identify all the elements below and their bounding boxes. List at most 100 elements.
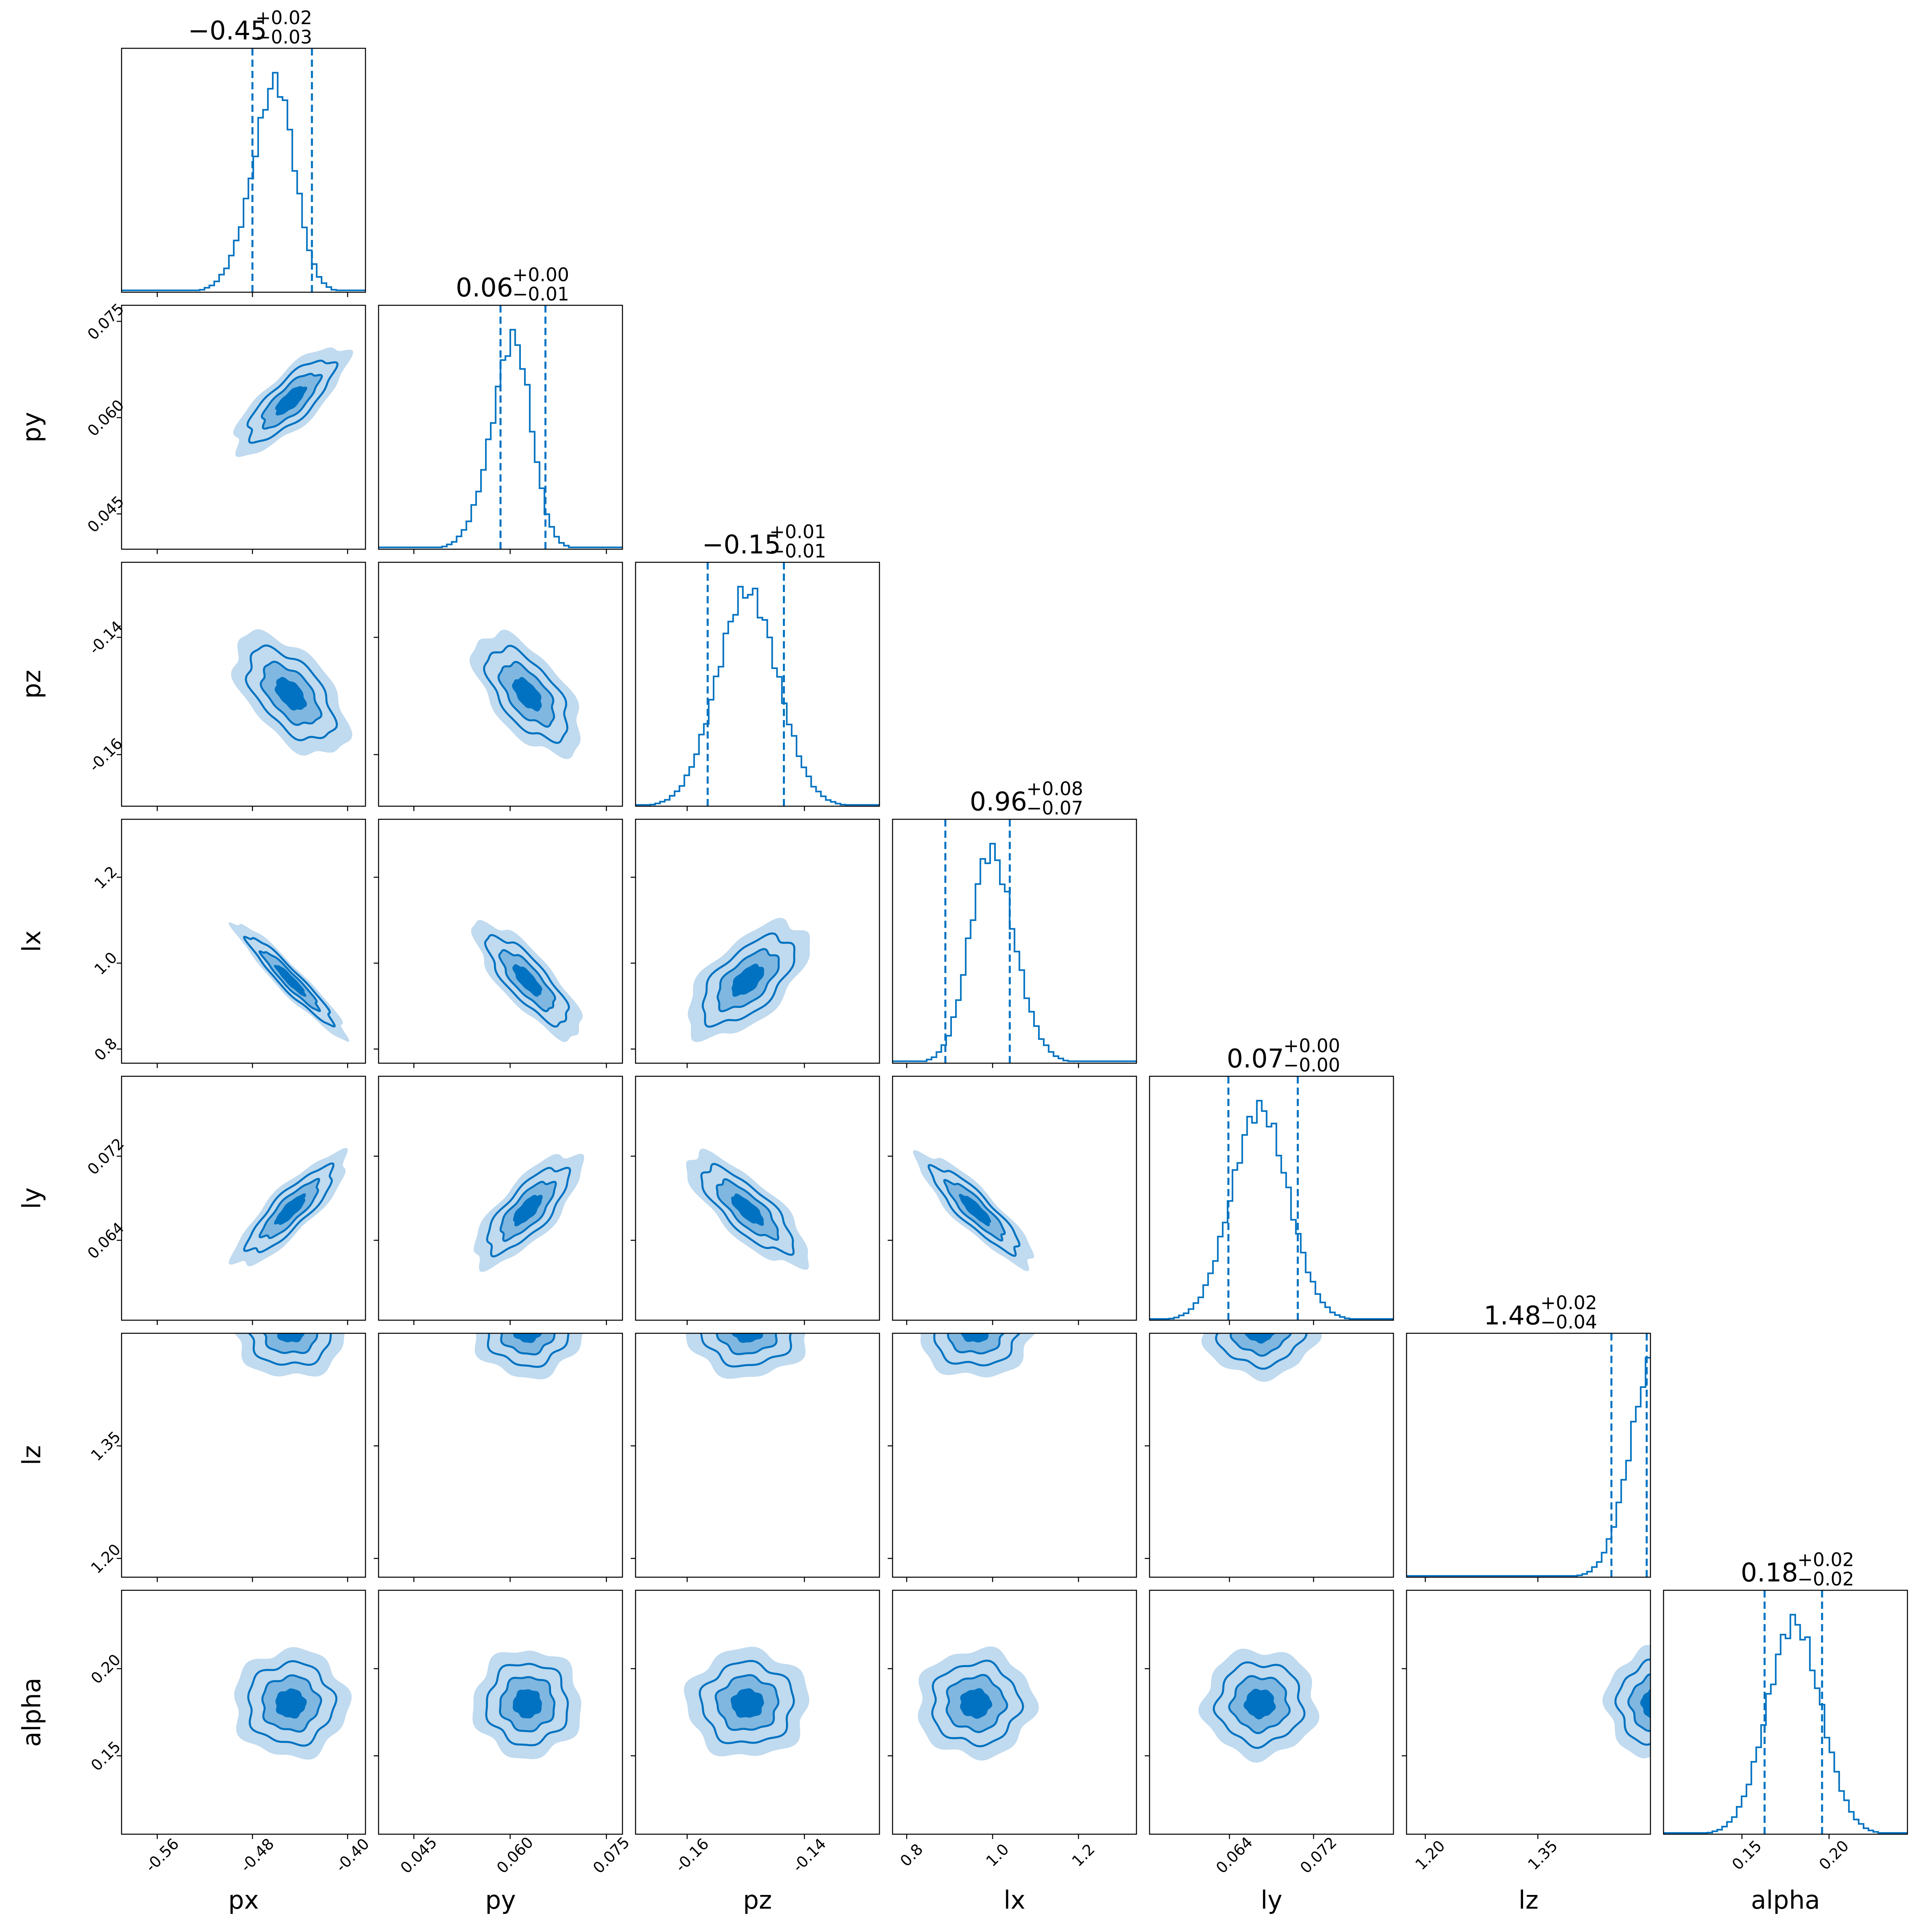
contour-py-pz-3 — [512, 677, 542, 712]
axes-frame — [1406, 1589, 1651, 1835]
histogram-pz — [636, 586, 879, 806]
title-plus-py: +0.00 — [512, 264, 569, 286]
x-tick-label-lx: 0.8 — [897, 1840, 927, 1870]
title-pz: −0.15 — [702, 530, 781, 560]
contour-lx-lz-1 — [933, 1333, 1021, 1366]
x-axis-label-py: py — [485, 1885, 516, 1915]
y-tick-label-lx: 0.8 — [91, 1034, 121, 1064]
panel-px-pz — [231, 629, 353, 756]
panel-alpha-alpha — [1664, 1590, 1907, 1834]
contour-ly-lz-2 — [1230, 1333, 1292, 1357]
contour-pz-lz-3 — [731, 1333, 763, 1343]
axes-frame — [121, 305, 366, 550]
contour-ly-alpha-3 — [1243, 1688, 1276, 1719]
contour-py-lz-3 — [513, 1333, 542, 1343]
y-axis-label-lz: lz — [17, 1445, 46, 1466]
x-tick-label-lx: 1.2 — [1069, 1840, 1098, 1870]
panel-pz-lx — [687, 918, 810, 1042]
x-tick-label-px: -0.56 — [142, 1835, 182, 1876]
contour-lx-lz-2 — [947, 1333, 1005, 1355]
y-axis-label-py: py — [17, 412, 46, 442]
axes-frame — [121, 561, 366, 807]
panel-py-lz — [475, 1333, 583, 1379]
axes-frame — [892, 1333, 1137, 1578]
axes-frame — [892, 1075, 1137, 1321]
panel-py-py — [378, 305, 623, 549]
title-plus-ly: +0.00 — [1284, 1035, 1340, 1057]
axes-frame — [892, 1589, 1137, 1835]
y-axis-label-alpha: alpha — [17, 1678, 46, 1747]
contour-py-ly-3 — [513, 1195, 543, 1226]
title-plus-pz: +0.01 — [770, 521, 826, 543]
title-lz: 1.48 — [1484, 1301, 1541, 1331]
x-axis-label-alpha: alpha — [1751, 1885, 1820, 1915]
axes-frame — [635, 1333, 880, 1578]
contour-lx-lz-3 — [961, 1333, 989, 1343]
x-tick-label-pz: -0.14 — [789, 1835, 830, 1876]
axes-frame — [1149, 1589, 1394, 1835]
axes-frame — [121, 819, 366, 1064]
title-ly: 0.07 — [1227, 1044, 1284, 1074]
axes-frame — [121, 1333, 366, 1578]
panel-lz-alpha — [1602, 1645, 1651, 1759]
x-axis-label-lx: lx — [1004, 1885, 1026, 1915]
histogram-lz — [1406, 1357, 1651, 1577]
contour-py-alpha-3 — [512, 1689, 542, 1719]
histogram-ly — [1150, 1100, 1393, 1320]
axes-frame — [378, 1589, 623, 1835]
contour-pz-ly-3 — [731, 1193, 764, 1226]
panel-px-lx — [228, 922, 349, 1042]
axes-frame — [635, 819, 880, 1064]
axes-frame — [378, 1333, 623, 1578]
histogram-px — [122, 72, 365, 291]
x-axis-label-ly: ly — [1261, 1885, 1282, 1915]
x-tick-label-lz: 1.35 — [1524, 1837, 1561, 1874]
x-tick-label-lx: 1.0 — [983, 1840, 1012, 1870]
x-tick-label-alpha: 0.20 — [1816, 1837, 1852, 1874]
contour-py-lz-2 — [500, 1333, 556, 1356]
contour-lz-alpha-2 — [1627, 1673, 1651, 1732]
contour-lx-ly-3 — [959, 1193, 991, 1226]
contour-px-pz-3 — [275, 677, 307, 711]
panel-px-alpha — [234, 1647, 352, 1760]
panel-ly-lz — [1201, 1333, 1322, 1382]
panel-pz-ly — [686, 1148, 809, 1270]
axes-frame — [1149, 1075, 1394, 1321]
y-axis-label-lx: lx — [17, 931, 46, 952]
panel-pz-alpha — [684, 1647, 809, 1757]
histogram-py — [378, 329, 623, 548]
axes-frame — [378, 305, 623, 550]
panel-px-py — [233, 347, 353, 457]
contour-pz-alpha-3 — [731, 1688, 764, 1718]
title-minus-lx: −0.07 — [1026, 797, 1083, 819]
contour-lz-alpha-3 — [1640, 1688, 1651, 1718]
x-tick-label-py: 0.045 — [397, 1833, 440, 1877]
axes-frame — [635, 1589, 880, 1835]
title-minus-ly: −0.00 — [1284, 1054, 1340, 1076]
title-px: −0.45 — [188, 16, 267, 46]
title-minus-px: −0.03 — [256, 26, 312, 48]
x-tick-label-px: -0.40 — [332, 1835, 373, 1876]
contour-lx-alpha-3 — [960, 1688, 993, 1719]
axes-frame — [378, 561, 623, 807]
x-tick-label-pz: -0.16 — [672, 1835, 712, 1876]
axes-frame — [1149, 1333, 1394, 1578]
axes-frame — [1406, 1333, 1651, 1578]
contour-px-lz-1 — [248, 1333, 332, 1366]
x-tick-label-py: 0.060 — [493, 1833, 537, 1877]
axes-frame — [378, 819, 623, 1064]
x-axis-label-lz: lz — [1519, 1885, 1539, 1915]
y-axis-label-ly: ly — [17, 1187, 46, 1209]
title-lx: 0.96 — [970, 787, 1027, 817]
histogram-lx — [892, 843, 1137, 1062]
histogram-alpha — [1664, 1614, 1907, 1834]
y-tick-label-lx: 1.2 — [91, 863, 121, 892]
title-plus-px: +0.02 — [256, 7, 312, 29]
contour-px-alpha-3 — [275, 1688, 307, 1719]
panel-py-alpha — [472, 1651, 582, 1759]
y-axis-label-pz: pz — [17, 670, 46, 699]
panel-lx-ly — [913, 1150, 1034, 1271]
contour-ly-lz-3 — [1244, 1333, 1276, 1344]
axes-frame — [1663, 1589, 1908, 1835]
